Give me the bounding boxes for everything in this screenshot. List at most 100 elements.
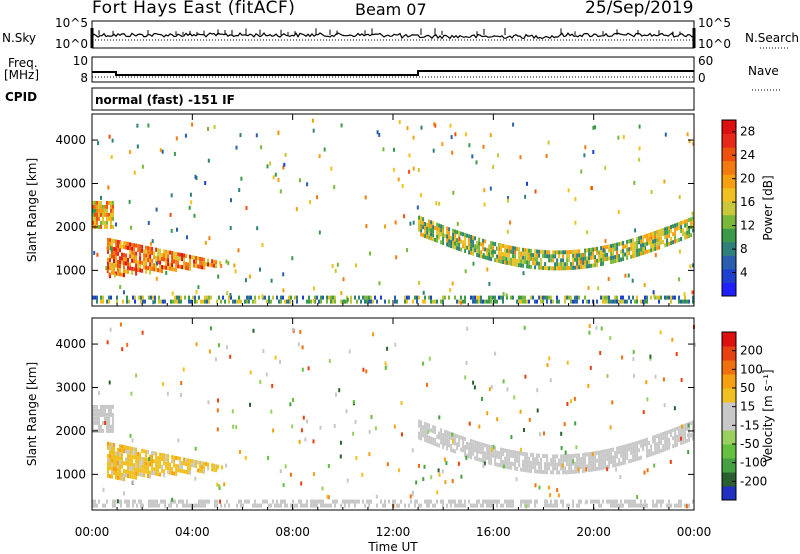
heatmap-cell: [94, 220, 96, 225]
heatmap-cell: [610, 260, 613, 264]
heatmap-cell: [440, 436, 443, 441]
heatmap-cell: [682, 232, 685, 237]
heatmap-cell: [656, 230, 659, 235]
heatmap-cell: [208, 236, 211, 241]
heatmap-cell: [582, 299, 584, 304]
heatmap-cell: [440, 432, 443, 437]
heatmap-cell: [680, 499, 682, 504]
heatmap-cell: [458, 438, 461, 443]
heatmap-cell: [544, 470, 547, 475]
heatmap-cell: [631, 278, 634, 283]
heatmap-cell: [502, 252, 505, 256]
heatmap-cell: [365, 224, 368, 229]
heatmap-cell: [110, 408, 112, 413]
heatmap-cell: [155, 263, 158, 268]
heatmap-cell: [213, 463, 216, 468]
heatmap-cell: [468, 421, 471, 426]
heatmap-cell: [614, 255, 617, 260]
heatmap-cell: [141, 468, 144, 473]
heatmap-cell: [638, 252, 641, 257]
heatmap-cell: [550, 462, 553, 467]
heatmap-cell: [628, 447, 631, 452]
heatmap-cell: [468, 442, 471, 447]
heatmap-cell: [230, 198, 232, 203]
heatmap-cell: [692, 295, 694, 300]
heatmap-cell: [426, 226, 429, 231]
heatmap-cell: [211, 263, 214, 268]
heatmap-cell: [102, 503, 104, 508]
heatmap-cell: [174, 299, 176, 304]
heatmap-cell: [514, 254, 517, 259]
heatmap-cell: [300, 499, 302, 504]
heatmap-cell: [248, 274, 251, 279]
heatmap-cell: [136, 144, 139, 149]
heatmap-cell: [608, 299, 610, 304]
heatmap-cell: [560, 462, 563, 467]
heatmap-cell: [100, 224, 102, 229]
heatmap-cell: [98, 216, 100, 221]
heatmap-cell: [486, 251, 489, 256]
heatmap-cell: [616, 246, 619, 251]
heatmap-cell: [396, 503, 398, 508]
heatmap-cell: [121, 456, 123, 461]
heatmap-cell: [692, 141, 695, 146]
heatmap-cell: [110, 204, 112, 209]
heatmap-cell: [438, 223, 441, 228]
heatmap-cell: [492, 449, 495, 454]
heatmap-cell: [442, 299, 444, 304]
heatmap-cell: [135, 467, 138, 472]
heatmap-cell: [179, 264, 182, 269]
noise-tick-right: 10^0: [698, 37, 731, 51]
heatmap-cell: [484, 443, 487, 448]
heatmap-cell: [483, 202, 486, 207]
heatmap-cell: [578, 453, 581, 458]
heatmap-cell: [150, 295, 152, 300]
heatmap-cell: [518, 451, 521, 456]
heatmap-cell: [280, 499, 282, 504]
heatmap-cell: [554, 462, 557, 467]
heatmap-cell: [135, 451, 138, 456]
heatmap-cell: [318, 299, 320, 304]
heatmap-cell: [151, 454, 154, 459]
heatmap-cell: [604, 457, 607, 462]
heatmap-cell: [291, 256, 294, 261]
heatmap-cell: [478, 449, 481, 454]
heatmap-cell: [256, 226, 259, 231]
heatmap-cell: [480, 458, 483, 463]
heatmap-cell: [291, 424, 294, 429]
heatmap-cell: [215, 465, 218, 470]
heatmap-cell: [682, 299, 684, 304]
heatmap-cell: [396, 299, 398, 304]
heatmap-cell: [502, 299, 504, 304]
heatmap-cell: [524, 460, 527, 465]
heatmap-cell: [203, 469, 206, 474]
heatmap-cell: [171, 497, 174, 502]
heatmap-cell: [562, 254, 565, 259]
colorbar-tick-label: 24: [740, 148, 755, 162]
heatmap-cell: [106, 299, 108, 304]
heatmap-cell: [217, 464, 220, 469]
heatmap-cell: [566, 262, 569, 267]
heatmap-cell: [384, 361, 387, 366]
heatmap-cell: [155, 455, 158, 460]
heatmap-cell: [650, 190, 653, 194]
heatmap-cell: [158, 295, 160, 300]
heatmap-cell: [560, 262, 563, 267]
heatmap-cell: [314, 499, 316, 504]
heatmap-cell: [208, 349, 211, 354]
heatmap-cell: [576, 465, 579, 470]
heatmap-cell: [346, 295, 348, 300]
heatmap-cell: [276, 503, 278, 508]
heatmap-cell: [110, 220, 112, 225]
heatmap-cell: [127, 265, 129, 270]
heatmap-cell: [650, 248, 653, 253]
heatmap-cell: [678, 195, 681, 200]
heatmap-cell: [606, 456, 609, 461]
heatmap-cell: [378, 281, 381, 286]
heatmap-cell: [454, 233, 457, 238]
heatmap-cell: [476, 453, 479, 457]
heatmap-cell: [658, 299, 660, 304]
heatmap-cell: [674, 239, 677, 244]
heatmap-cell: [680, 225, 683, 230]
heatmap-cell: [578, 257, 581, 262]
